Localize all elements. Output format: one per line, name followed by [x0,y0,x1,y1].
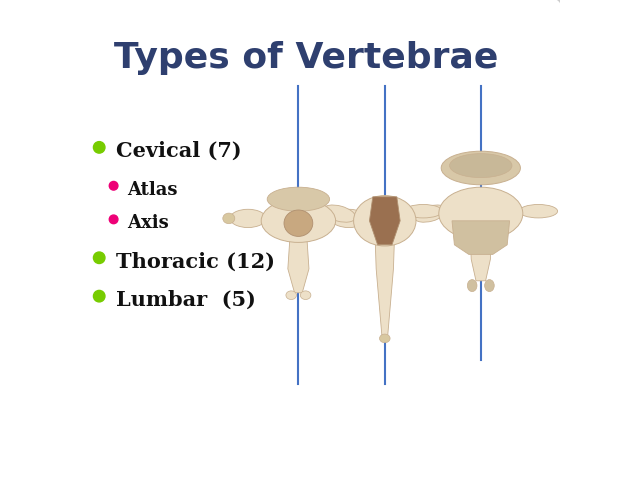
Ellipse shape [284,210,313,236]
Ellipse shape [354,195,416,246]
Circle shape [109,215,118,224]
Text: Cevical (7): Cevical (7) [115,141,241,161]
Ellipse shape [323,205,356,222]
Circle shape [93,252,105,264]
Polygon shape [369,197,400,245]
Ellipse shape [404,204,442,218]
Polygon shape [470,235,492,281]
Ellipse shape [439,187,523,240]
Ellipse shape [380,334,390,343]
Ellipse shape [449,154,512,178]
Ellipse shape [414,205,447,222]
Polygon shape [375,240,394,336]
Text: Thoracic (12): Thoracic (12) [115,252,275,272]
Ellipse shape [223,213,235,224]
Circle shape [93,142,105,153]
Polygon shape [452,221,509,254]
Polygon shape [288,240,309,293]
Ellipse shape [331,209,367,228]
Text: Atlas: Atlas [127,180,177,199]
Ellipse shape [230,209,266,228]
Ellipse shape [261,199,335,242]
Text: Axis: Axis [127,214,169,232]
Ellipse shape [441,151,520,185]
Ellipse shape [362,213,374,224]
FancyBboxPatch shape [73,0,563,480]
Ellipse shape [286,291,296,300]
Circle shape [93,290,105,302]
Ellipse shape [268,187,330,211]
Ellipse shape [484,279,494,291]
Text: Types of Vertebrae: Types of Vertebrae [114,41,498,74]
Ellipse shape [300,291,311,300]
Ellipse shape [467,279,477,291]
Text: Lumbar  (5): Lumbar (5) [115,290,255,310]
Ellipse shape [519,204,557,218]
Circle shape [109,181,118,190]
